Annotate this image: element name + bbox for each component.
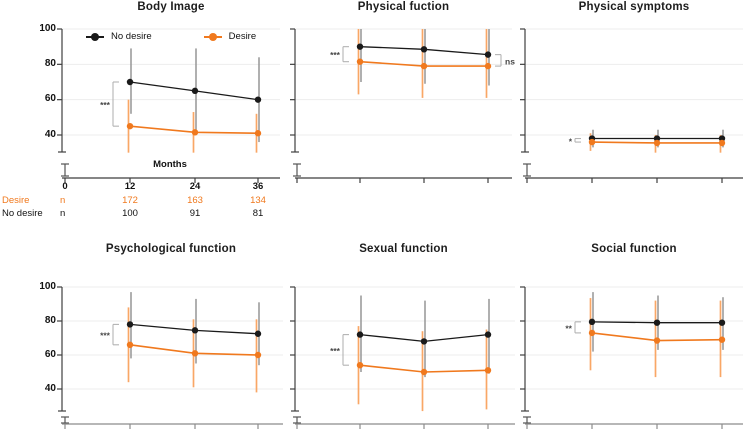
chart-canvas-physical-function: *** ns [290, 28, 515, 183]
y-tick-label: 40 [44, 129, 56, 140]
desire-marker-icon [203, 32, 222, 41]
chart-title-psychological-function: Psychological function [105, 243, 237, 255]
legend-label-desire: Desire [228, 31, 257, 42]
data-point [420, 338, 428, 345]
data-point [588, 138, 596, 146]
data-point [126, 78, 134, 86]
data-point [588, 318, 596, 326]
data-point [718, 319, 726, 326]
data-point [484, 51, 492, 58]
data-point [718, 336, 726, 343]
legend-item-desire: Desire [203, 31, 257, 42]
counts-value: 172 [122, 195, 138, 206]
counts-n-label: n [60, 195, 66, 206]
y-tick-label: 60 [44, 93, 56, 104]
counts-value: 91 [189, 208, 201, 219]
data-point [254, 96, 262, 103]
sig-label: *** [330, 346, 341, 356]
data-point [484, 62, 492, 70]
counts-n-label: n [60, 208, 66, 219]
y-tick-label: 100 [39, 281, 56, 292]
y-tick-label: 100 [39, 23, 56, 34]
data-point [653, 139, 661, 147]
data-point [484, 367, 492, 374]
data-point [191, 129, 199, 136]
y-tick-label: 40 [44, 383, 56, 394]
counts-row-label: Desire [2, 195, 30, 206]
data-point [653, 135, 661, 142]
chart-panel-psychological-function: *** Psychological function 100 80 60 40 [0, 230, 285, 434]
data-point [356, 331, 364, 338]
chart-canvas-social-function: ** [520, 286, 743, 429]
sig-label: ** [565, 323, 572, 333]
chart-title-physical-function: Physical fuction [357, 1, 450, 13]
chart-panel-physical-function: *** ns Physical fuction [285, 0, 518, 195]
chart-title-physical-symptoms: Physical symptoms [578, 1, 690, 13]
data-point [126, 321, 134, 328]
chart-canvas-sexual-function: *** [290, 286, 515, 429]
chart-canvas-body-image: *** [57, 28, 280, 183]
y-tick-label: 60 [44, 349, 56, 360]
counts-value: 163 [187, 195, 203, 206]
data-point [356, 43, 364, 50]
sig-label: *** [100, 100, 111, 110]
x-tick-label: 24 [189, 181, 201, 192]
chart-panel-social-function: ** Social function [518, 230, 743, 434]
data-point [191, 87, 199, 95]
data-point [254, 130, 262, 137]
chart-canvas-psychological-function: *** [57, 286, 283, 429]
chart-title-sexual-function: Sexual function [359, 243, 448, 255]
data-point [420, 46, 428, 53]
x-axis-title: Months [153, 159, 187, 170]
data-point [420, 62, 428, 70]
counts-row-label: No desire [2, 208, 43, 219]
sig-label: * [569, 136, 573, 146]
sig-label: *** [100, 331, 111, 341]
chart-title-social-function: Social function [591, 243, 677, 255]
data-point [420, 368, 428, 376]
y-tick-label: 80 [44, 315, 56, 326]
data-point [191, 327, 199, 334]
chart-panel-sexual-function: *** Sexual function [285, 230, 518, 434]
data-point [588, 329, 596, 337]
sig-label: ns [505, 56, 515, 66]
sig-label: *** [330, 50, 341, 60]
chart-canvas-physical-symptoms: * [520, 28, 743, 183]
no-desire-marker-icon [86, 32, 104, 41]
legend-label-no-desire: No desire [111, 31, 152, 42]
x-tick-label: 0 [62, 181, 68, 192]
data-point [191, 350, 199, 357]
counts-value: 134 [250, 195, 266, 206]
chart-panel-body-image: *** Body Image No desire Desire 100 80 6… [0, 0, 285, 230]
data-point [718, 139, 726, 147]
data-point [653, 337, 661, 344]
data-point [254, 330, 262, 337]
data-point [254, 351, 262, 359]
data-point [484, 331, 492, 338]
data-point [653, 319, 661, 326]
x-tick-label: 36 [252, 181, 264, 192]
data-point [356, 58, 364, 65]
counts-value: 100 [122, 208, 138, 219]
data-point [126, 341, 134, 348]
data-point [356, 362, 364, 369]
data-point [718, 135, 726, 142]
chart-title-body-image: Body Image [137, 1, 205, 13]
y-tick-label: 80 [44, 58, 56, 69]
data-point [126, 122, 134, 130]
x-tick-label: 12 [124, 181, 136, 192]
counts-value: 81 [252, 208, 264, 219]
legend-item-no-desire: No desire [86, 31, 152, 42]
chart-panel-physical-symptoms: * Physical symptoms [518, 0, 743, 195]
legend: No desire Desire [86, 31, 256, 42]
